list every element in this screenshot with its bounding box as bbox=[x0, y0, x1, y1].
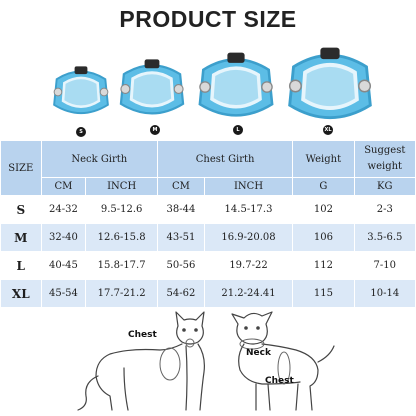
size-badge-m: M bbox=[150, 125, 160, 135]
unit-header: CM bbox=[158, 178, 204, 195]
size-badge-s: S bbox=[76, 127, 86, 137]
size-column-header: SIZE bbox=[1, 141, 41, 195]
chest-cm-cell: 38-44 bbox=[158, 196, 204, 223]
harness-s-icon bbox=[53, 66, 109, 115]
dog-neck-strap-icon bbox=[239, 338, 265, 350]
unit-header: G bbox=[293, 178, 354, 195]
table-row: S 24-32 9.5-12.6 38-44 14.5-17.3 102 2-3 bbox=[1, 196, 415, 223]
neck-cm-cell: 40-45 bbox=[41, 252, 86, 279]
chest-inch-cell: 16.9-20.08 bbox=[204, 224, 293, 251]
size-cell: L bbox=[1, 252, 41, 279]
cat-chest-label: Chest bbox=[128, 330, 157, 340]
harness-image-row: S M L XL bbox=[0, 38, 416, 138]
table-row: M 32-40 12.6-15.8 43-51 16.9-20.08 106 3… bbox=[1, 224, 415, 251]
table-unit-row: CM INCH CM INCH G KG bbox=[1, 178, 415, 195]
weight-cell: 115 bbox=[293, 280, 354, 307]
chest-cm-cell: 54-62 bbox=[158, 280, 204, 307]
size-badge-xl: XL bbox=[323, 125, 333, 135]
neck-girth-header: Neck Girth bbox=[41, 141, 158, 177]
weight-cell: 106 bbox=[293, 224, 354, 251]
unit-header: INCH bbox=[204, 178, 293, 195]
harness-image-m bbox=[114, 52, 190, 126]
suggest-weight-header: Suggest weight bbox=[354, 141, 415, 177]
harness-xl-icon bbox=[288, 47, 372, 120]
size-cell: XL bbox=[1, 280, 41, 307]
cat-outline-icon bbox=[77, 311, 205, 411]
chest-inch-cell: 21.2-24.41 bbox=[204, 280, 293, 307]
suggest-weight-cell: 3.5-6.5 bbox=[354, 224, 415, 251]
chest-girth-header: Chest Girth bbox=[158, 141, 293, 177]
dog-outline-icon bbox=[231, 311, 335, 411]
size-table: SIZE Neck Girth Chest Girth Weight Sugge… bbox=[0, 140, 416, 308]
chest-cm-cell: 50-56 bbox=[158, 252, 204, 279]
neck-inch-cell: 9.5-12.6 bbox=[86, 196, 158, 223]
size-cell: M bbox=[1, 224, 41, 251]
harness-image-xl bbox=[280, 38, 380, 134]
table-row: XL 45-54 17.7-21.2 54-62 21.2-24.41 115 … bbox=[1, 280, 415, 307]
dog-chest-label: Chest bbox=[265, 376, 294, 386]
neck-cm-cell: 32-40 bbox=[41, 224, 86, 251]
harness-image-l bbox=[192, 44, 280, 130]
table-row: L 40-45 15.8-17.7 50-56 19.7-22 112 7-10 bbox=[1, 252, 415, 279]
cat-neck-ring-icon bbox=[185, 338, 195, 348]
size-cell: S bbox=[1, 196, 41, 223]
chest-inch-cell: 14.5-17.3 bbox=[204, 196, 293, 223]
weight-cell: 112 bbox=[293, 252, 354, 279]
harness-m-icon bbox=[119, 59, 185, 115]
page-title: PRODUCT SIZE bbox=[119, 6, 297, 32]
dog-chest-strap-icon bbox=[277, 351, 291, 385]
harness-l-icon bbox=[198, 52, 274, 117]
neck-cm-cell: 45-54 bbox=[41, 280, 86, 307]
weight-cell: 102 bbox=[293, 196, 354, 223]
suggest-weight-cell: 7-10 bbox=[354, 252, 415, 279]
neck-inch-cell: 15.8-17.7 bbox=[86, 252, 158, 279]
unit-header: CM bbox=[41, 178, 86, 195]
neck-inch-cell: 12.6-15.8 bbox=[86, 224, 158, 251]
suggest-weight-cell: 2-3 bbox=[354, 196, 415, 223]
weight-header: Weight bbox=[293, 141, 354, 177]
size-badge-l: L bbox=[233, 125, 243, 135]
dog-neck-label: Neck bbox=[246, 348, 271, 358]
measurement-diagram: Chest Neck Chest bbox=[0, 306, 416, 416]
harness-image-s bbox=[48, 60, 114, 124]
neck-inch-cell: 17.7-21.2 bbox=[86, 280, 158, 307]
chest-inch-cell: 19.7-22 bbox=[204, 252, 293, 279]
suggest-weight-cell: 10-14 bbox=[354, 280, 415, 307]
cat-chest-strap-icon bbox=[159, 347, 181, 381]
chest-cm-cell: 43-51 bbox=[158, 224, 204, 251]
unit-header: INCH bbox=[86, 178, 158, 195]
cat-dog-outline-icon bbox=[77, 311, 335, 411]
unit-header: KG bbox=[354, 178, 415, 195]
neck-cm-cell: 24-32 bbox=[41, 196, 86, 223]
table-header-row: SIZE Neck Girth Chest Girth Weight Sugge… bbox=[1, 141, 415, 195]
